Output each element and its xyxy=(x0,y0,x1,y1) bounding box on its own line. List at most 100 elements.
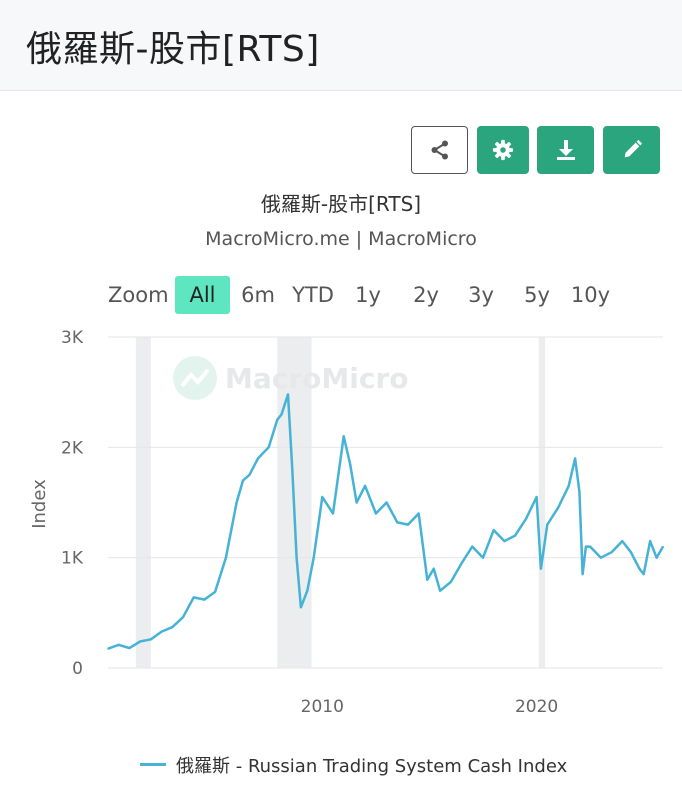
range-3y-button[interactable]: 3y xyxy=(468,283,494,307)
page-header: 俄羅斯-股市[RTS] xyxy=(0,0,682,91)
chart-plot: MacroMicro 0 1K 2K 3K 2010 2020 Index xyxy=(29,328,665,717)
legend[interactable]: 俄羅斯 - Russian Trading System Cash Index xyxy=(0,750,682,778)
data-point xyxy=(396,521,399,524)
settings-button[interactable] xyxy=(477,126,529,174)
range-1y-button[interactable]: 1y xyxy=(355,283,381,307)
data-point xyxy=(385,501,388,504)
watermark: MacroMicro xyxy=(173,356,409,400)
data-point xyxy=(300,606,302,609)
data-point xyxy=(139,640,141,643)
data-point xyxy=(546,523,549,526)
y-tick-label: 0 xyxy=(72,659,83,679)
data-point xyxy=(567,485,570,487)
download-button[interactable] xyxy=(537,126,594,174)
data-point xyxy=(117,644,120,646)
data-point xyxy=(364,485,366,487)
data-point xyxy=(291,468,294,471)
data-point xyxy=(355,501,358,504)
data-point xyxy=(535,496,538,498)
data-point xyxy=(295,556,298,559)
data-point xyxy=(342,435,345,438)
range-10y-button[interactable]: 10y xyxy=(570,283,611,307)
y-tick-label: 3K xyxy=(61,328,84,348)
data-point xyxy=(581,573,584,576)
data-point xyxy=(321,496,324,498)
y-tick-label: 1K xyxy=(61,549,84,569)
range-5y-button[interactable]: 5y xyxy=(524,283,550,307)
data-point xyxy=(107,647,109,650)
data-point xyxy=(267,446,270,449)
series-line-0 xyxy=(107,393,665,650)
range-all-button[interactable]: All xyxy=(175,276,230,314)
data-point xyxy=(585,545,587,548)
range-6m-button[interactable]: 6m xyxy=(241,283,275,307)
data-point xyxy=(426,578,429,581)
y-axis-title: Index xyxy=(29,479,50,529)
edit-button[interactable] xyxy=(603,126,660,174)
data-point xyxy=(540,567,542,570)
data-point xyxy=(649,540,651,542)
legend-label: 俄羅斯 - Russian Trading System Cash Index xyxy=(176,756,568,777)
data-point xyxy=(225,556,227,559)
x-tick-label: 2020 xyxy=(515,697,558,717)
data-point xyxy=(574,457,576,460)
data-point xyxy=(630,551,632,553)
data-point xyxy=(655,556,658,559)
gear-icon xyxy=(492,139,514,161)
recession-band-0 xyxy=(135,337,151,668)
data-point xyxy=(610,551,613,553)
data-point xyxy=(182,616,184,619)
data-point xyxy=(460,562,463,564)
data-point xyxy=(287,393,289,396)
zoom-label: Zoom xyxy=(108,283,169,307)
data-point xyxy=(417,512,420,515)
data-point xyxy=(160,630,163,633)
data-point xyxy=(203,598,206,601)
data-point xyxy=(589,545,591,548)
recession-band-2 xyxy=(538,337,546,668)
data-point xyxy=(503,540,506,542)
data-point xyxy=(482,556,484,559)
data-point xyxy=(662,545,664,548)
data-point xyxy=(600,556,602,559)
download-icon xyxy=(556,140,575,160)
data-point xyxy=(276,418,279,421)
pencil-icon xyxy=(624,139,642,158)
data-point xyxy=(471,545,474,548)
data-point xyxy=(492,529,495,531)
data-point xyxy=(192,596,195,599)
data-point xyxy=(638,567,641,570)
data-point xyxy=(514,534,516,537)
data-point xyxy=(439,589,441,592)
data-point xyxy=(242,479,244,482)
data-point xyxy=(128,647,131,649)
data-point xyxy=(306,589,309,592)
data-point xyxy=(312,556,315,559)
data-point xyxy=(214,591,216,593)
range-ytd-button[interactable]: YTD xyxy=(292,283,334,307)
data-point xyxy=(450,581,452,583)
data-point xyxy=(171,626,174,628)
x-tick-label: 2010 xyxy=(301,697,344,717)
data-point xyxy=(235,501,238,504)
chart-title: 俄羅斯-股市[RTS] xyxy=(260,192,422,216)
data-point xyxy=(248,474,251,476)
data-point xyxy=(332,512,334,515)
data-point xyxy=(621,540,624,542)
y-tick-label: 2K xyxy=(61,438,84,458)
legend-swatch xyxy=(140,763,166,766)
data-point xyxy=(150,638,152,641)
data-point xyxy=(432,567,435,570)
page-title: 俄羅斯-股市[RTS] xyxy=(26,29,320,70)
range-2y-button[interactable]: 2y xyxy=(413,283,439,307)
data-point xyxy=(257,457,259,460)
watermark-text: MacroMicro xyxy=(225,362,409,395)
share-button[interactable] xyxy=(411,126,468,174)
data-point xyxy=(578,490,581,493)
data-point xyxy=(280,413,283,416)
data-point xyxy=(642,573,645,576)
data-point xyxy=(349,463,351,465)
data-point xyxy=(375,512,377,515)
share-icon xyxy=(431,140,448,160)
chart-subtitle: MacroMicro.me | MacroMicro xyxy=(205,228,477,250)
